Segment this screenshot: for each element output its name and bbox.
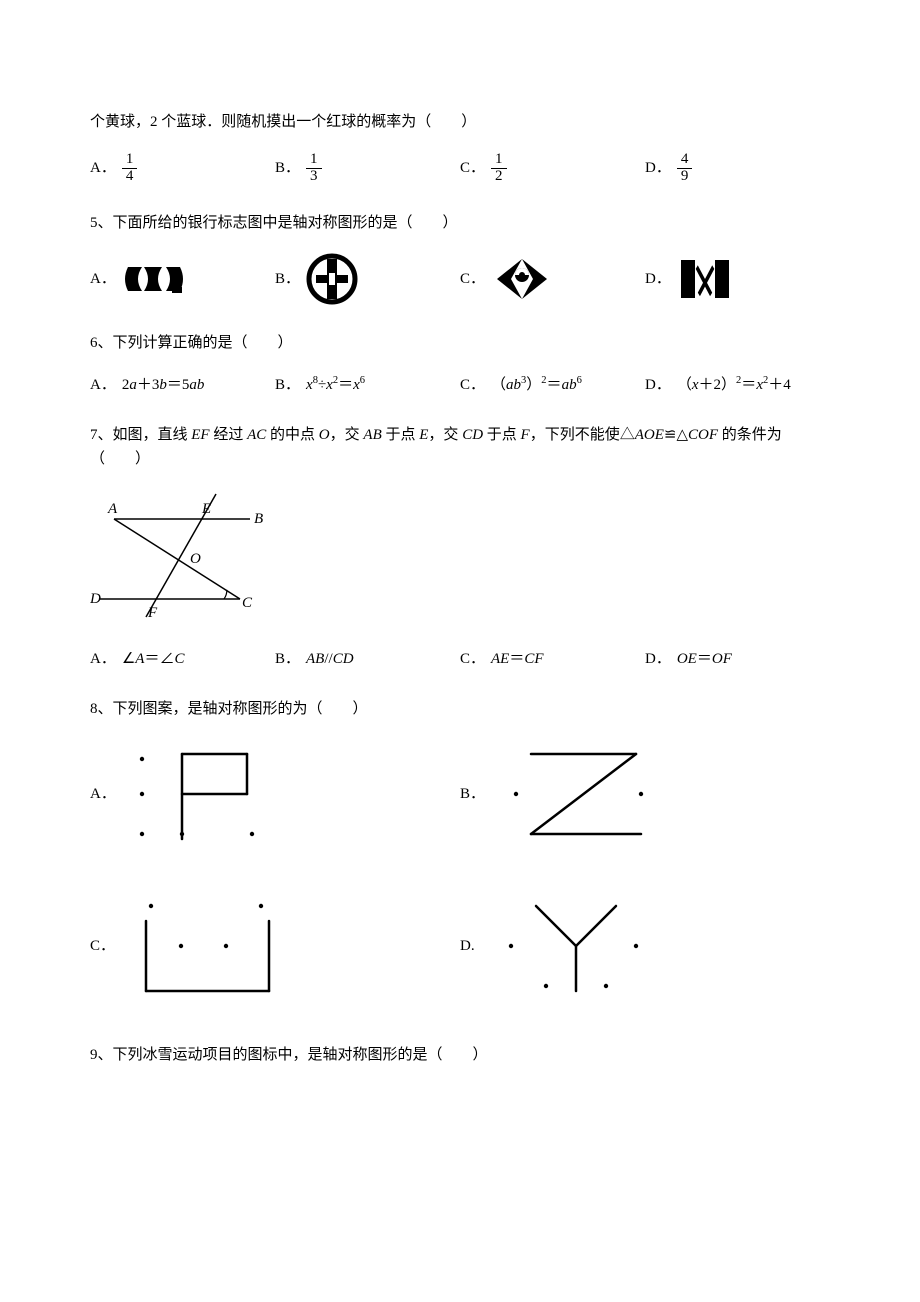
svg-text:E: E	[201, 501, 211, 517]
q8-opt-c[interactable]: C．	[90, 891, 460, 1001]
option-label: B．	[460, 782, 485, 806]
option-label: B．	[275, 647, 300, 671]
q8-figure-d	[486, 891, 656, 1001]
q6-options: A． 2a＋3b＝5ab B． x8÷x2＝x6 C． （ab3）2＝ab6 D…	[90, 373, 830, 397]
bank-logo-a-icon	[122, 257, 188, 301]
option-text: （x＋2）2＝x2＋4	[677, 373, 791, 397]
svg-text:D: D	[90, 591, 101, 607]
q6-opt-a[interactable]: A． 2a＋3b＝5ab	[90, 373, 275, 397]
q6-opt-b[interactable]: B． x8÷x2＝x6	[275, 373, 460, 397]
option-label: A．	[90, 267, 116, 291]
q7-options: A． ∠A＝∠C B． AB//CD C． AE＝CF D． OE＝OF	[90, 647, 830, 671]
svg-text:F: F	[147, 605, 158, 621]
option-label: D．	[645, 647, 671, 671]
fraction: 1 2	[491, 152, 507, 185]
svg-text:C: C	[242, 595, 253, 611]
option-label: D．	[645, 156, 671, 180]
option-text: 2a＋3b＝5ab	[122, 373, 205, 397]
q7-opt-a[interactable]: A． ∠A＝∠C	[90, 647, 275, 671]
bank-logo-c-icon	[491, 255, 553, 303]
q8-figure-a	[122, 739, 292, 849]
q8-opt-d[interactable]: D.	[460, 891, 830, 1001]
q9-stem: 9、下列冰雪运动项目的图标中，是轴对称图形的是（ ）	[90, 1043, 830, 1067]
q4-opt-c[interactable]: C． 1 2	[460, 152, 645, 185]
option-label: C．	[460, 267, 485, 291]
option-label: A．	[90, 647, 116, 671]
bank-logo-d-icon	[677, 256, 733, 302]
q5-opt-b[interactable]: B．	[275, 253, 460, 305]
q6-opt-d[interactable]: D． （x＋2）2＝x2＋4	[645, 373, 830, 397]
option-label: D．	[645, 267, 671, 291]
option-text: （ab3）2＝ab6	[491, 373, 582, 397]
option-text: ∠A＝∠C	[122, 647, 185, 671]
option-label: B．	[275, 267, 300, 291]
option-label: B．	[275, 373, 300, 397]
q8-options-row2: C． D.	[90, 891, 830, 1017]
q8-opt-b[interactable]: B．	[460, 739, 830, 849]
option-label: B．	[275, 156, 300, 180]
q5-opt-a[interactable]: A．	[90, 257, 275, 301]
option-label: A．	[90, 782, 116, 806]
option-text: x8÷x2＝x6	[306, 373, 365, 397]
option-text: AE＝CF	[491, 647, 544, 671]
q4-stem-tail: 个黄球，2 个蓝球．则随机摸出一个红球的概率为（ ）	[90, 110, 830, 134]
q6-opt-c[interactable]: C． （ab3）2＝ab6	[460, 373, 645, 397]
option-label: A．	[90, 373, 116, 397]
q8-options-row1: A． B．	[90, 739, 830, 865]
q5-opt-c[interactable]: C．	[460, 255, 645, 303]
bank-logo-b-icon	[306, 253, 358, 305]
q5-opt-d[interactable]: D．	[645, 256, 830, 302]
q7-opt-d[interactable]: D． OE＝OF	[645, 647, 830, 671]
option-text: AB//CD	[306, 647, 354, 671]
option-label: C．	[460, 156, 485, 180]
fraction: 1 4	[122, 152, 138, 185]
q8-figure-c	[121, 891, 291, 1001]
q7-figure: A E B O D F C	[90, 489, 830, 629]
q4-opt-a[interactable]: A． 1 4	[90, 152, 275, 185]
q7-opt-c[interactable]: C． AE＝CF	[460, 647, 645, 671]
option-label: C．	[460, 373, 485, 397]
option-label: C．	[90, 934, 115, 958]
option-label: C．	[460, 647, 485, 671]
q4-opt-b[interactable]: B． 1 3	[275, 152, 460, 185]
q8-figure-b	[491, 739, 661, 849]
q4-opt-d[interactable]: D． 4 9	[645, 152, 830, 185]
option-label: A．	[90, 156, 116, 180]
q8-stem: 8、下列图案，是轴对称图形的为（ ）	[90, 697, 830, 721]
svg-text:B: B	[254, 511, 263, 527]
svg-text:A: A	[107, 501, 118, 517]
q4-options: A． 1 4 B． 1 3 C． 1 2 D． 4 9	[90, 152, 830, 185]
q8-opt-a[interactable]: A．	[90, 739, 460, 849]
q7-opt-b[interactable]: B． AB//CD	[275, 647, 460, 671]
q5-stem: 5、下面所给的银行标志图中是轴对称图形的是（ ）	[90, 211, 830, 235]
option-label: D.	[460, 934, 480, 958]
svg-text:O: O	[190, 551, 201, 567]
fraction: 4 9	[677, 152, 693, 185]
fraction: 1 3	[306, 152, 322, 185]
option-label: D．	[645, 373, 671, 397]
q5-options: A． B． C．	[90, 253, 830, 305]
q6-stem: 6、下列计算正确的是（ ）	[90, 331, 830, 355]
option-text: OE＝OF	[677, 647, 732, 671]
q7-stem: 7、如图，直线 EF 经过 AC 的中点 O，交 AB 于点 E，交 CD 于点…	[90, 423, 830, 471]
